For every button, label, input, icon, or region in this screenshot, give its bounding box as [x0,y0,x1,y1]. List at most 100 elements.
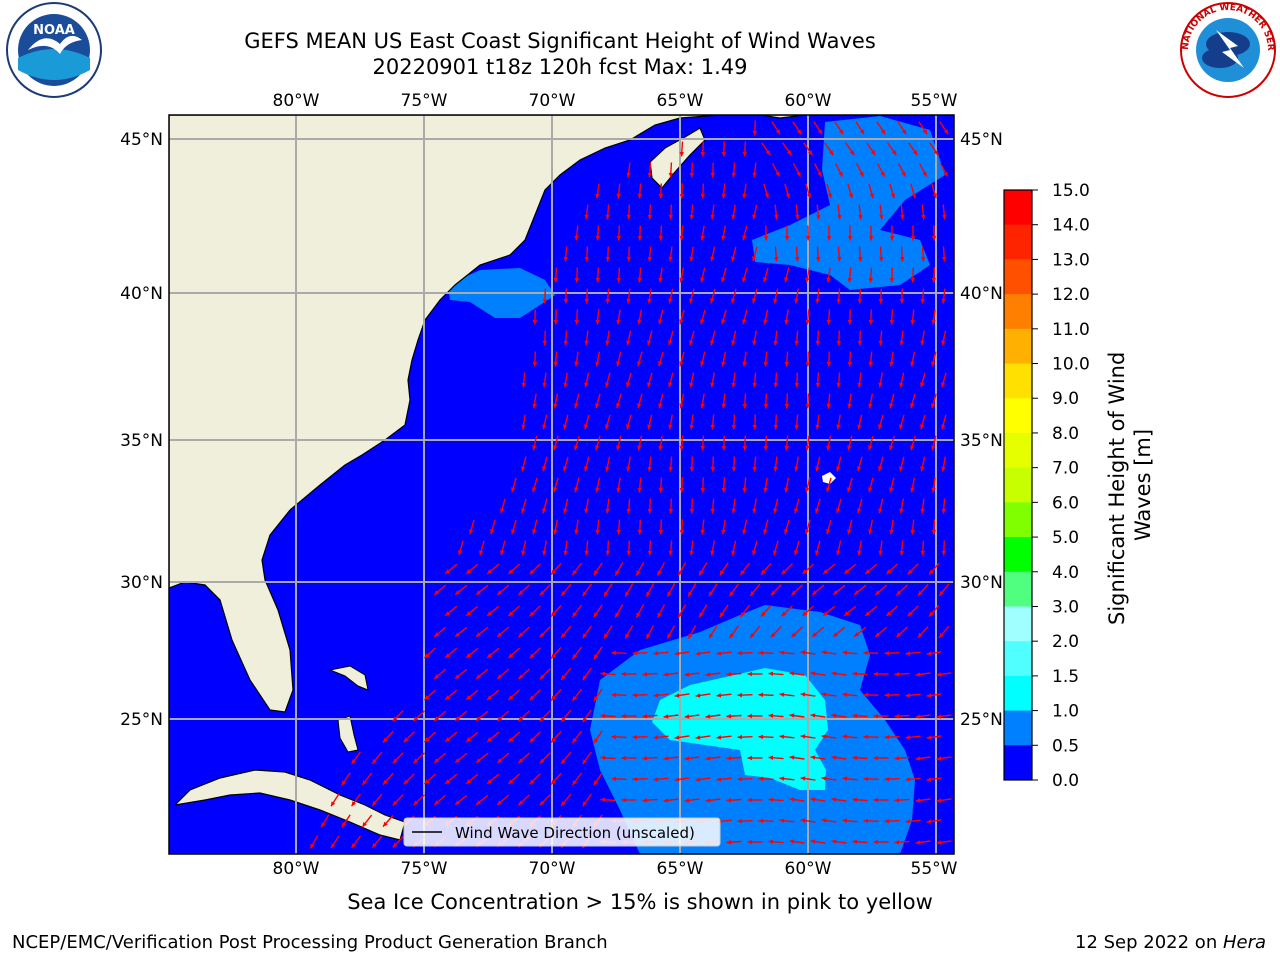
wave-direction-arrowhead [658,487,664,493]
wave-direction-arrowhead [784,404,790,409]
wave-direction-arrowhead [413,716,419,722]
colorbar-segment [1004,745,1032,781]
svg-text:NOAA: NOAA [33,23,75,38]
wave-direction-arrowhead [508,569,514,574]
wave-direction-arrowhead [611,650,616,656]
wave-direction-arrowhead [826,362,832,367]
lat-label: 30°N [960,573,1003,593]
wave-direction-arrowhead [879,214,884,220]
wave-direction-arrowhead [605,298,610,304]
wave-direction-arrowhead [476,632,482,637]
wave-direction-arrowhead [595,361,600,367]
wave-direction-arrowhead [943,129,949,135]
wave-direction-arrowhead [894,672,900,677]
wave-direction-arrowhead [868,487,873,493]
wave-direction-arrowhead [837,214,842,220]
wave-direction-arrowhead [764,193,769,199]
land-nova-scotia [649,127,706,189]
wave-direction-arrowhead [779,734,785,739]
wave-direction-arrowhead [854,632,860,637]
wave-direction-arrowhead [868,529,873,535]
wave-direction-arrowhead [572,738,577,743]
wave-direction-arrowhead [886,569,892,574]
wave-direction-arrowhead [758,650,764,656]
wave-direction-arrowhead [553,487,558,493]
wave-direction-arrowhead [647,172,652,178]
land-andros [337,715,359,753]
wave-direction-arrowhead [700,361,705,367]
wave-direction-arrowhead [857,298,863,304]
wave-direction-arrowhead [894,840,900,845]
wave-direction-arrowhead [605,214,610,220]
wave-direction-arrowhead [869,193,874,199]
wave-direction-arrowhead [868,320,874,325]
wave-direction-arrowhead [761,569,766,575]
wave-direction-arrowhead [632,734,638,740]
lon-label: 70°W [529,91,576,111]
wave-direction-arrowhead [487,569,493,574]
wave-direction-arrowhead [826,445,831,451]
wave-direction-arrowhead [716,777,722,782]
wave-direction-arrowhead [689,214,694,220]
wave-direction-arrowhead [605,382,610,388]
wave-direction-arrowhead [884,776,890,782]
wave-direction-arrowhead [910,445,915,451]
wave-direction-arrowhead [768,839,774,844]
wave-direction-arrowhead [582,675,588,681]
wave-direction-arrowhead [941,256,947,262]
wave-direction-arrowhead [817,129,823,135]
lon-labels-top: 80°W 75°W 70°W 65°W 60°W 55°W [273,91,958,111]
wave-direction-arrowhead [331,843,336,849]
wave-direction-arrowhead [616,445,621,451]
wave-direction-arrowhead [922,171,927,177]
wave-direction-arrowhead [726,714,732,719]
wave-direction-arrowhead [700,445,706,451]
wave-direction-arrowhead [616,487,621,493]
svg-text:Wind Wave Direction (unscaled): Wind Wave Direction (unscaled) [455,824,695,842]
wave-direction-arrowhead [821,692,827,697]
wave-direction-arrowhead [626,424,631,430]
wave-direction-arrowhead [763,445,769,451]
wave-direction-arrowhead [351,801,357,807]
wave-direction-arrowhead [794,383,800,388]
wave-direction-arrowhead [595,487,600,493]
wave-direction-arrowhead [553,445,558,451]
wave-direction-arrowhead [668,298,673,304]
colorbar-segment [1004,710,1032,746]
wave-direction-arrowhead [852,755,858,760]
wave-direction-arrowhead [605,257,611,262]
wave-direction-arrowhead [922,129,928,135]
wave-direction-arrowhead [487,779,493,784]
wave-direction-arrowhead [551,737,556,743]
wave-direction-arrowhead [884,734,890,740]
wave-direction-arrowhead [605,466,610,472]
wave-direction-arrowhead [784,236,790,241]
wave-direction-arrowhead [487,653,493,658]
wave-direction-arrowhead [572,570,577,575]
wave-direction-arrowhead [653,651,659,656]
wave-direction-arrowhead [740,570,745,575]
wave-direction-arrowhead [647,424,652,430]
wave-direction-arrowhead [773,508,778,514]
wave-direction-arrowhead [752,550,757,556]
wave-direction-arrowhead [445,611,451,616]
wave-direction-arrowhead [658,403,663,409]
wave-direction-arrowhead [752,466,757,472]
wave-direction-arrowhead [668,172,674,178]
wave-direction-arrowhead [821,650,827,655]
wave-direction-arrowhead [896,590,902,596]
wave-direction-arrowhead [815,466,820,472]
wave-direction-arrowhead [642,714,648,719]
wave-direction-arrowhead [742,235,747,241]
wave-direction-arrowhead [684,798,690,803]
wave-direction-arrowhead [341,780,347,786]
wave-direction-arrowhead [695,693,701,698]
wave-direction-arrowhead [561,800,566,806]
wave-direction-arrowhead [812,590,818,595]
wave-direction-arrowhead [805,487,810,493]
wave-direction-arrowhead [847,236,853,241]
lon-label: 65°W [657,859,704,879]
wave-direction-arrowhead [929,569,934,575]
wave-direction-arrowhead [508,653,514,658]
wave-direction-arrowhead [929,611,934,617]
